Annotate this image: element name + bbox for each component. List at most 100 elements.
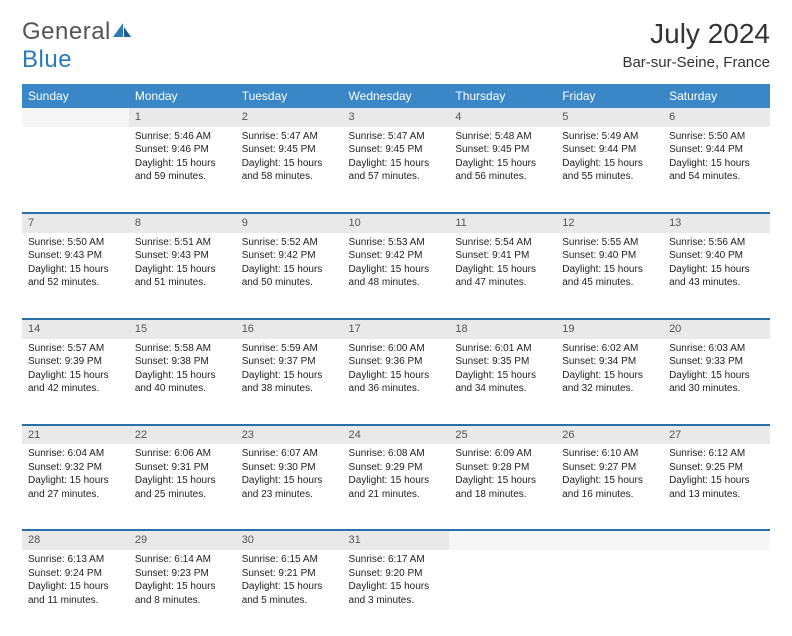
day-cell: Sunrise: 6:12 AMSunset: 9:25 PMDaylight:… <box>663 444 770 530</box>
sun-info-line: Daylight: 15 hours <box>455 263 550 277</box>
day-cell: Sunrise: 5:50 AMSunset: 9:44 PMDaylight:… <box>663 127 770 213</box>
sun-info-line: Daylight: 15 hours <box>135 474 230 488</box>
sun-info-line: Daylight: 15 hours <box>349 580 444 594</box>
day-number: 29 <box>129 530 236 550</box>
sun-info-line: Sunset: 9:44 PM <box>669 143 764 157</box>
sun-info-line: Sunset: 9:33 PM <box>669 355 764 369</box>
sun-info-line: Daylight: 15 hours <box>135 157 230 171</box>
sun-info-line: Daylight: 15 hours <box>135 369 230 383</box>
day-number: 21 <box>22 425 129 445</box>
sun-info-line: Sunrise: 6:02 AM <box>562 342 657 356</box>
sun-info-line: and 51 minutes. <box>135 276 230 290</box>
sun-info-line: Sunrise: 5:55 AM <box>562 236 657 250</box>
day-number: 9 <box>236 213 343 233</box>
day-number: 26 <box>556 425 663 445</box>
day-number: 27 <box>663 425 770 445</box>
sun-info-line: Sunrise: 5:47 AM <box>349 130 444 144</box>
day-number: 10 <box>343 213 450 233</box>
day-number: 22 <box>129 425 236 445</box>
day-cell: Sunrise: 6:15 AMSunset: 9:21 PMDaylight:… <box>236 550 343 636</box>
sun-info-line: Sunrise: 6:03 AM <box>669 342 764 356</box>
day-cell: Sunrise: 6:08 AMSunset: 9:29 PMDaylight:… <box>343 444 450 530</box>
sun-info-line: and 13 minutes. <box>669 488 764 502</box>
sun-info-line: Sunrise: 5:51 AM <box>135 236 230 250</box>
sun-info-line: Daylight: 15 hours <box>242 263 337 277</box>
day-content-row: Sunrise: 5:57 AMSunset: 9:39 PMDaylight:… <box>22 339 770 425</box>
sun-info-line: Sunrise: 5:54 AM <box>455 236 550 250</box>
brand-part2: Blue <box>22 46 72 73</box>
sun-info-line: Daylight: 15 hours <box>242 369 337 383</box>
day-number: 12 <box>556 213 663 233</box>
sun-info-line: Daylight: 15 hours <box>349 369 444 383</box>
sun-info-line: Sunrise: 6:04 AM <box>28 447 123 461</box>
sun-info-line: Daylight: 15 hours <box>135 263 230 277</box>
day-cell: Sunrise: 6:01 AMSunset: 9:35 PMDaylight:… <box>449 339 556 425</box>
sun-info-line: Daylight: 15 hours <box>28 474 123 488</box>
sun-info-line: Daylight: 15 hours <box>562 369 657 383</box>
day-number: 11 <box>449 213 556 233</box>
sun-info-line: Daylight: 15 hours <box>455 474 550 488</box>
day-cell: Sunrise: 5:55 AMSunset: 9:40 PMDaylight:… <box>556 233 663 319</box>
sun-info-line: Daylight: 15 hours <box>669 369 764 383</box>
day-number: 20 <box>663 319 770 339</box>
day-number: 30 <box>236 530 343 550</box>
sun-info-line: Sunset: 9:27 PM <box>562 461 657 475</box>
day-number: 13 <box>663 213 770 233</box>
sun-info-line: Sunrise: 5:48 AM <box>455 130 550 144</box>
day-cell: Sunrise: 6:04 AMSunset: 9:32 PMDaylight:… <box>22 444 129 530</box>
day-number <box>449 530 556 550</box>
day-cell: Sunrise: 6:14 AMSunset: 9:23 PMDaylight:… <box>129 550 236 636</box>
sun-info-line: Sunset: 9:23 PM <box>135 567 230 581</box>
sun-info-line: Daylight: 15 hours <box>28 263 123 277</box>
sun-info-line: and 45 minutes. <box>562 276 657 290</box>
sun-info-line: Daylight: 15 hours <box>562 474 657 488</box>
sun-info-line: Sunset: 9:42 PM <box>349 249 444 263</box>
sun-info-line: Sunset: 9:45 PM <box>242 143 337 157</box>
sun-info-line: Daylight: 15 hours <box>455 369 550 383</box>
sun-info-line: Sunrise: 6:09 AM <box>455 447 550 461</box>
brand-part1: General <box>22 18 111 45</box>
day-cell: Sunrise: 5:54 AMSunset: 9:41 PMDaylight:… <box>449 233 556 319</box>
page-header: GeneralBlue July 2024 Bar-sur-Seine, Fra… <box>22 18 770 74</box>
sun-info-line: and 5 minutes. <box>242 594 337 608</box>
col-thursday: Thursday <box>449 84 556 108</box>
sun-info-line: Sunset: 9:45 PM <box>349 143 444 157</box>
sun-info-line: and 55 minutes. <box>562 170 657 184</box>
sun-info-line: and 30 minutes. <box>669 382 764 396</box>
col-tuesday: Tuesday <box>236 84 343 108</box>
day-cell: Sunrise: 6:13 AMSunset: 9:24 PMDaylight:… <box>22 550 129 636</box>
day-number: 24 <box>343 425 450 445</box>
day-number: 7 <box>22 213 129 233</box>
day-number: 5 <box>556 108 663 127</box>
day-number: 2 <box>236 108 343 127</box>
day-cell: Sunrise: 6:09 AMSunset: 9:28 PMDaylight:… <box>449 444 556 530</box>
sun-info-line: Sunrise: 5:53 AM <box>349 236 444 250</box>
sun-info-line: and 57 minutes. <box>349 170 444 184</box>
sun-info-line: and 48 minutes. <box>349 276 444 290</box>
sun-info-line: Sunrise: 5:56 AM <box>669 236 764 250</box>
sun-info-line: Sunset: 9:35 PM <box>455 355 550 369</box>
day-content-row: Sunrise: 5:50 AMSunset: 9:43 PMDaylight:… <box>22 233 770 319</box>
day-number: 8 <box>129 213 236 233</box>
col-friday: Friday <box>556 84 663 108</box>
sun-info-line: Sunrise: 5:58 AM <box>135 342 230 356</box>
day-cell: Sunrise: 6:17 AMSunset: 9:20 PMDaylight:… <box>343 550 450 636</box>
day-cell: Sunrise: 6:00 AMSunset: 9:36 PMDaylight:… <box>343 339 450 425</box>
sun-info-line: Sunrise: 5:52 AM <box>242 236 337 250</box>
sun-info-line: Sunset: 9:38 PM <box>135 355 230 369</box>
day-cell: Sunrise: 5:47 AMSunset: 9:45 PMDaylight:… <box>343 127 450 213</box>
sun-info-line: Sunrise: 6:13 AM <box>28 553 123 567</box>
sun-info-line: Sunset: 9:32 PM <box>28 461 123 475</box>
sun-info-line: and 21 minutes. <box>349 488 444 502</box>
sun-info-line: Sunset: 9:42 PM <box>242 249 337 263</box>
col-sunday: Sunday <box>22 84 129 108</box>
day-content-row: Sunrise: 5:46 AMSunset: 9:46 PMDaylight:… <box>22 127 770 213</box>
day-number: 19 <box>556 319 663 339</box>
sun-info-line: Sunrise: 6:08 AM <box>349 447 444 461</box>
day-cell: Sunrise: 5:56 AMSunset: 9:40 PMDaylight:… <box>663 233 770 319</box>
sun-info-line: and 23 minutes. <box>242 488 337 502</box>
day-number: 1 <box>129 108 236 127</box>
day-number <box>556 530 663 550</box>
day-cell: Sunrise: 6:02 AMSunset: 9:34 PMDaylight:… <box>556 339 663 425</box>
day-number: 17 <box>343 319 450 339</box>
